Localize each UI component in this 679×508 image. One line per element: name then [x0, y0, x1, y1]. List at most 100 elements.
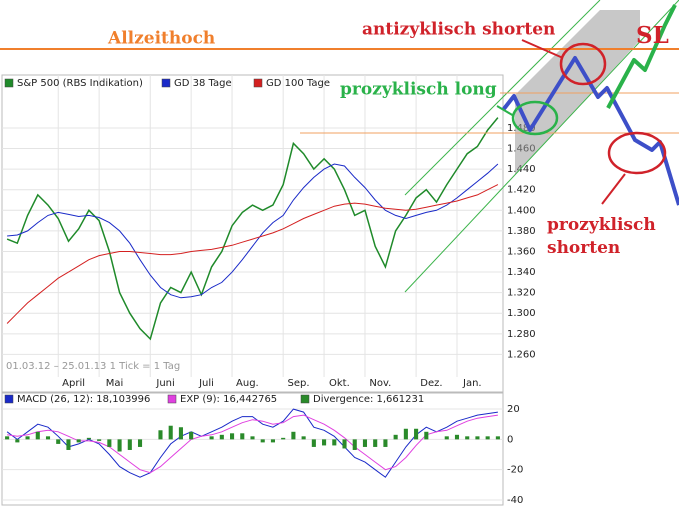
bar — [230, 433, 235, 440]
series-line — [6, 184, 499, 324]
x-tick-label: Juni — [155, 378, 174, 389]
x-tick-label: Dez. — [420, 378, 442, 389]
bar — [5, 436, 10, 440]
bar — [219, 434, 224, 440]
legend-swatch — [4, 78, 14, 88]
bar — [301, 436, 306, 440]
annotation: Allzeithoch — [107, 29, 215, 49]
y-tick-label: 1.440 — [507, 164, 536, 175]
bar — [66, 439, 71, 450]
bar — [332, 439, 337, 446]
bar — [362, 439, 368, 447]
bar — [291, 431, 296, 440]
bar — [281, 437, 286, 440]
annotation: antizyklisch shorten — [362, 20, 555, 40]
bar — [240, 433, 245, 440]
scenario-path — [501, 56, 679, 206]
bar — [15, 439, 20, 443]
y-tick-label: 1.280 — [507, 329, 536, 340]
footnote: 01.03.12 – 25.01.13 1 Tick = 1 Tag — [6, 361, 180, 372]
bar — [444, 436, 449, 440]
x-tick-label: Juli — [198, 378, 214, 389]
series-line — [6, 117, 499, 341]
annotation: prozyklisch shorten — [547, 215, 656, 258]
legend-swatch — [4, 394, 14, 404]
channel-line — [404, 0, 601, 196]
x-tick-label: Nov. — [369, 378, 391, 389]
legend-swatch — [253, 78, 263, 88]
y-tick-label: 1.420 — [507, 185, 536, 196]
series-line — [7, 414, 498, 474]
highlight — [511, 100, 559, 136]
bar — [168, 425, 173, 440]
y-tick-label: 1.340 — [507, 267, 536, 278]
bar — [352, 439, 357, 450]
legend-label: MACD (26, 12): 18,103996 — [17, 394, 150, 405]
bar — [35, 431, 40, 440]
pointer — [521, 39, 564, 59]
y-tick-label: 20 — [507, 404, 520, 415]
highlight — [559, 42, 607, 86]
x-tick-label: Sep. — [287, 378, 309, 389]
legend-swatch — [300, 394, 310, 404]
bar — [342, 439, 347, 449]
bar — [465, 436, 470, 440]
bar — [373, 439, 378, 447]
y-tick-label: 1.300 — [507, 308, 536, 319]
bar — [393, 434, 398, 440]
y-tick-label: 1.260 — [507, 349, 536, 360]
bar — [454, 434, 460, 440]
bar — [127, 439, 132, 450]
bar — [311, 439, 316, 447]
y-tick-label: 0 — [507, 434, 513, 445]
x-tick-label: Aug. — [236, 378, 259, 389]
bar — [76, 439, 81, 443]
bar — [260, 439, 265, 443]
series-line — [7, 163, 499, 299]
bar — [250, 436, 255, 440]
bar — [137, 439, 143, 447]
y-tick-label: -40 — [507, 495, 523, 506]
annotation: SL — [636, 22, 669, 49]
legend-label: S&P 500 (RBS Indikation) — [17, 78, 143, 89]
x-tick-label: Mai — [106, 378, 124, 389]
x-tick-label: Jan. — [462, 378, 482, 389]
bar — [403, 428, 408, 440]
bar — [107, 439, 112, 447]
bar — [383, 439, 388, 447]
legend-label: GD 38 Tage — [174, 78, 232, 89]
bar — [45, 436, 51, 440]
bar — [97, 439, 102, 441]
pointer — [496, 105, 515, 117]
y-tick-label: 1.320 — [507, 288, 536, 299]
bar — [189, 431, 194, 440]
main-panel — [1, 74, 504, 393]
bar — [209, 436, 214, 440]
x-tick-label: April — [62, 378, 85, 389]
bar — [117, 439, 122, 452]
x-tick-label: Okt. — [329, 378, 350, 389]
y-tick-label: 1.360 — [507, 246, 536, 257]
legend-label: Divergence: 1,661231 — [313, 394, 424, 405]
highlight — [607, 131, 667, 175]
macd-panel — [1, 392, 504, 506]
bar — [56, 439, 61, 444]
bar — [25, 436, 30, 440]
legend-label: EXP (9): 16,442765 — [180, 394, 277, 405]
legend-swatch — [167, 394, 177, 404]
y-tick-label: 1.400 — [507, 205, 536, 216]
bar — [495, 436, 500, 440]
bar — [424, 431, 429, 440]
legend-label: GD 100 Tage — [266, 78, 330, 89]
y-tick-label: 1.380 — [507, 226, 536, 237]
annotation: prozyklisch long — [340, 80, 497, 100]
bar — [178, 427, 183, 440]
bar — [485, 436, 490, 440]
bar — [86, 437, 91, 440]
pointer — [601, 173, 626, 205]
bar — [322, 439, 327, 446]
y-tick-label: -20 — [507, 465, 523, 476]
bar — [158, 430, 163, 440]
